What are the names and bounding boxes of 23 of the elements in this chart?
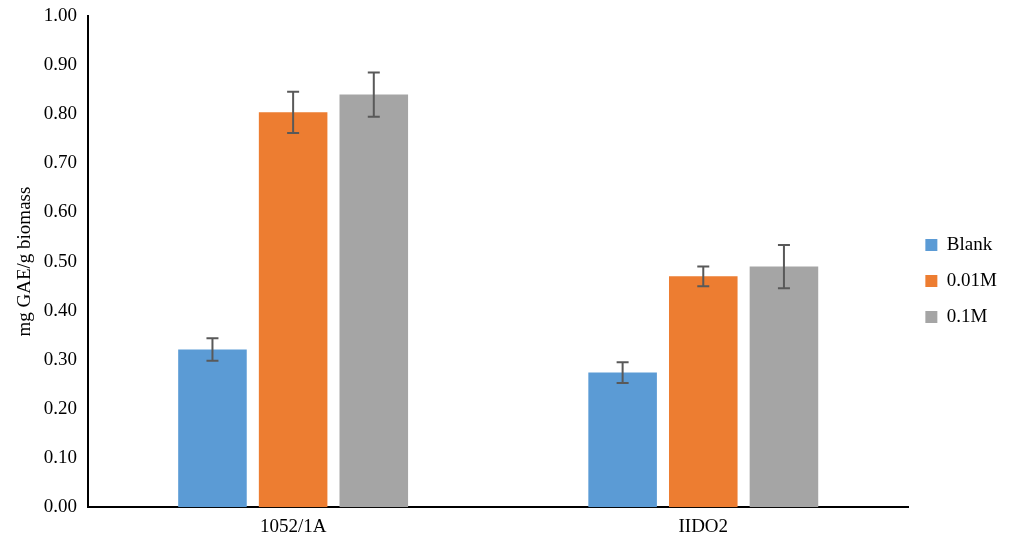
y-tick-label: 0.00	[43, 495, 78, 517]
bar	[339, 94, 409, 508]
y-tick-label: 1.00	[43, 3, 78, 25]
x-tick-label: 1052/1A	[259, 514, 327, 536]
bar	[669, 276, 738, 508]
bar	[588, 372, 657, 508]
y-tick-label: 0.20	[43, 396, 78, 418]
y-tick-label: 0.50	[43, 249, 78, 271]
bar	[749, 266, 819, 508]
y-tick-label: 0.30	[43, 347, 78, 369]
y-tick-label: 0.40	[43, 298, 78, 320]
y-tick-label: 0.60	[43, 200, 78, 222]
bar	[258, 112, 328, 508]
x-tick-label: IIDO2	[678, 514, 729, 536]
y-tick-label: 0.70	[43, 151, 78, 173]
y-axis-title: mg GAE/g biomass	[13, 186, 35, 337]
bar	[178, 349, 247, 508]
legend-label: Blank	[946, 232, 993, 254]
legend-label: 0.01M	[946, 268, 998, 290]
y-tick-label: 0.90	[43, 53, 78, 75]
y-tick-label: 0.80	[43, 102, 78, 124]
y-tick-label: 0.10	[43, 446, 78, 468]
legend-label: 0.1M	[946, 304, 988, 326]
